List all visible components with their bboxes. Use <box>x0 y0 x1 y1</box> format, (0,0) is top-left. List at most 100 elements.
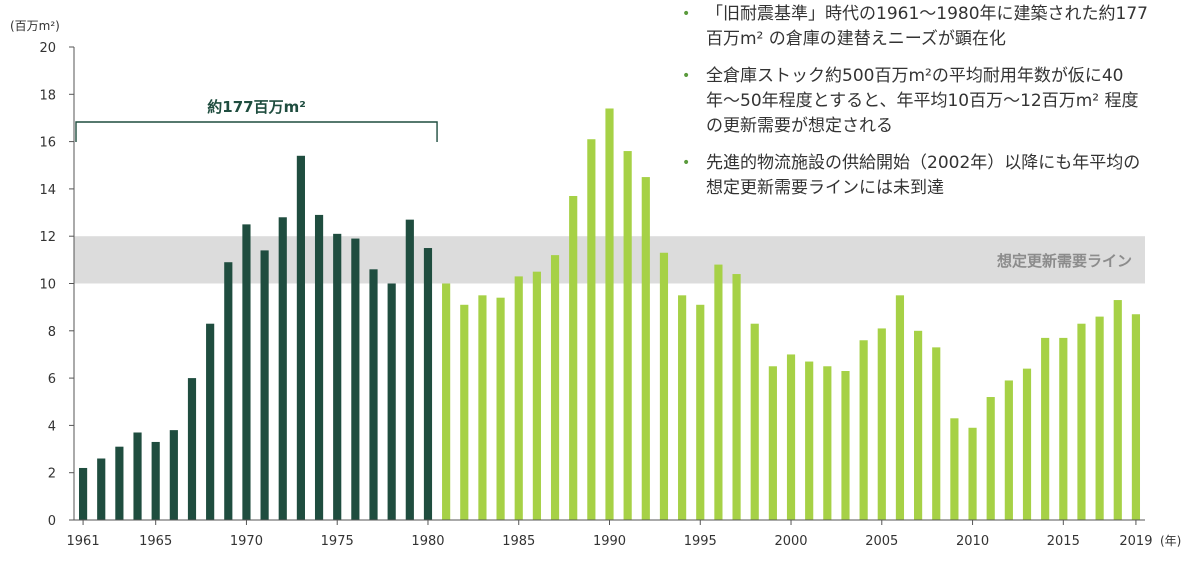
bar-2003 <box>841 371 850 520</box>
y-tick-label: 6 <box>48 372 56 387</box>
renewal-demand-band-label: 想定更新需要ライン <box>996 252 1132 270</box>
bar-1963 <box>115 446 124 520</box>
x-tick-label: 1985 <box>502 534 535 549</box>
bar-1988 <box>569 195 578 520</box>
note-item: • 「旧耐震基準」時代の1961〜1980年に建築された約177百万m² の倉庫… <box>680 2 1150 52</box>
y-tick-label: 0 <box>48 514 56 529</box>
bar-1972 <box>278 217 287 520</box>
note-text: 「旧耐震基準」時代の1961〜1980年に建築された約177百万m² の倉庫の建… <box>706 4 1148 49</box>
bar-1999 <box>768 366 777 520</box>
x-tick-label: 1970 <box>230 534 263 549</box>
bar-2014 <box>1041 337 1050 520</box>
x-tick-label: 1965 <box>139 534 172 549</box>
x-tick-label: 2005 <box>865 534 898 549</box>
x-axis-unit-label: (年) <box>1160 534 1181 548</box>
note-item: • 先進的物流施設の供給開始（2002年）以降にも年平均の想定更新需要ラインには… <box>680 151 1150 201</box>
y-axis: 0 2 4 6 8 10 12 14 16 18 20 <box>39 41 75 529</box>
y-tick-label: 10 <box>39 278 56 293</box>
bar-1977 <box>369 269 378 520</box>
bar-2006 <box>895 295 905 520</box>
bars <box>78 108 1141 521</box>
y-tick-label: 16 <box>39 136 56 151</box>
bar-1974 <box>314 214 324 521</box>
bar-2010 <box>968 427 977 520</box>
bar-1998 <box>750 323 759 520</box>
bar-1967 <box>187 378 197 520</box>
x-tick-label: 1980 <box>411 534 444 549</box>
note-text: 全倉庫ストック約500百万m²の平均耐用年数が仮に40年〜50年程度とすると、年… <box>706 66 1139 136</box>
bar-1975 <box>333 233 342 520</box>
x-tick-label: 2000 <box>774 534 807 549</box>
bar-1964 <box>133 432 142 520</box>
bar-1994 <box>678 295 687 520</box>
bar-2009 <box>950 418 959 520</box>
bar-1981 <box>442 283 451 520</box>
bar-1971 <box>260 250 269 520</box>
y-tick-label: 2 <box>48 467 56 482</box>
bar-1993 <box>659 252 669 520</box>
y-tick-label: 20 <box>39 41 56 56</box>
bar-2005 <box>877 328 886 520</box>
bar-1986 <box>532 271 541 520</box>
bar-1966 <box>169 430 178 520</box>
y-tick-label: 4 <box>48 419 56 434</box>
y-axis-unit-label: (百万m²) <box>10 19 60 33</box>
note-text: 先進的物流施設の供給開始（2002年）以降にも年平均の想定更新需要ラインには未到… <box>706 153 1141 198</box>
bar-1961 <box>78 467 88 520</box>
bar-1984 <box>496 297 505 520</box>
bullet-marker: • <box>682 68 691 84</box>
bar-2013 <box>1022 368 1032 520</box>
y-tick-label: 18 <box>39 88 56 103</box>
bar-1979 <box>405 219 414 520</box>
x-tick-label: 1961 <box>67 534 100 549</box>
bar-2018 <box>1113 300 1122 520</box>
bar-2000 <box>786 354 796 520</box>
x-tick-label: 1975 <box>321 534 354 549</box>
x-axis: 1961 1965 1970 1975 1980 1985 1990 1995 2000 2005… <box>67 520 1152 549</box>
old-standard-bracket-line <box>75 121 438 142</box>
bar-1980 <box>423 248 433 520</box>
bar-1982 <box>460 304 469 520</box>
bar-1989 <box>587 139 596 521</box>
bar-2008 <box>932 347 941 520</box>
bar-2012 <box>1004 380 1013 520</box>
bar-1987 <box>550 255 560 520</box>
bar-2015 <box>1059 337 1068 520</box>
bar-1983 <box>478 295 487 520</box>
bar-1990 <box>605 108 614 521</box>
bar-1965 <box>151 441 160 520</box>
bar-2011 <box>986 397 995 520</box>
x-tick-label: 1995 <box>684 534 717 549</box>
x-tick-label: 1990 <box>593 534 626 549</box>
bar-1991 <box>623 151 632 520</box>
x-tick-label: 2019 <box>1119 534 1152 549</box>
bullet-marker: • <box>682 6 691 22</box>
old-standard-bracket-label: 約177百万m² <box>207 98 306 116</box>
notes-list: • 「旧耐震基準」時代の1961〜1980年に建築された約177百万m² の倉庫… <box>680 2 1150 213</box>
bar-1976 <box>351 238 360 520</box>
bar-2019 <box>1131 314 1141 520</box>
bar-1968 <box>206 323 215 520</box>
bar-1996 <box>714 264 723 520</box>
y-tick-label: 12 <box>39 230 56 245</box>
bar-2017 <box>1095 316 1104 520</box>
bar-1962 <box>97 458 106 520</box>
x-tick-label: 2010 <box>956 534 989 549</box>
bar-2007 <box>914 330 923 520</box>
bar-1992 <box>641 177 650 520</box>
y-tick-label: 8 <box>48 325 56 340</box>
x-tick-label: 2015 <box>1047 534 1080 549</box>
bar-1978 <box>387 283 396 520</box>
y-tick-label: 14 <box>39 183 56 198</box>
bar-2001 <box>805 361 814 520</box>
bar-1970 <box>242 224 251 520</box>
bar-1997 <box>732 274 741 520</box>
bar-2004 <box>859 340 868 520</box>
bar-2016 <box>1077 323 1086 520</box>
bar-1973 <box>296 155 305 521</box>
bar-2002 <box>823 366 832 520</box>
bar-1969 <box>224 262 233 520</box>
bullet-marker: • <box>682 155 691 171</box>
bar-1995 <box>696 304 705 520</box>
